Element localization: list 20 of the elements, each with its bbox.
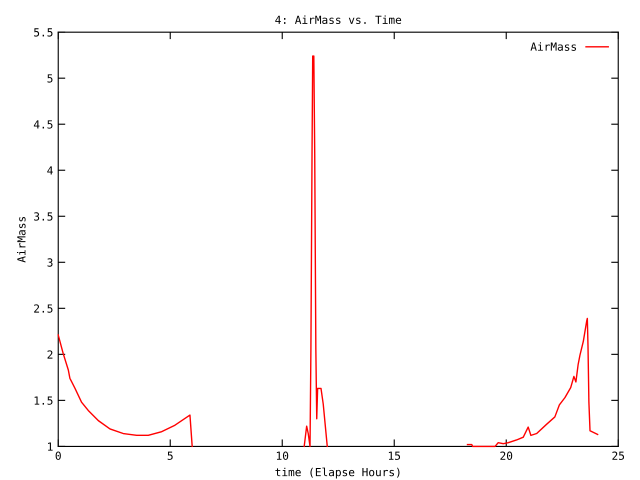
y-tick-label: 2.5	[34, 304, 52, 313]
x-tick-label: 0	[56, 452, 61, 460]
y-tick-label: 3	[47, 258, 53, 267]
legend-label: AirMass	[530, 42, 576, 51]
x-tick-label: 10	[276, 452, 288, 460]
x-tick-label: 15	[388, 452, 400, 460]
x-tick-label: 25	[612, 452, 624, 460]
x-tick-label: 5	[168, 452, 173, 460]
y-tick-label: 3.5	[34, 212, 52, 221]
x-axis-title: time (Elapse Hours)	[275, 468, 400, 478]
x-tick-label: 20	[500, 452, 512, 460]
y-tick-label: 5	[47, 74, 52, 83]
chart-title: 4: AirMass vs. Time	[275, 15, 402, 24]
y-tick-label: 5.5	[34, 28, 52, 37]
y-tick-label: 1	[48, 442, 53, 451]
y-tick-label: 4.5	[34, 120, 52, 129]
y-axis-title: AirMass	[17, 216, 26, 262]
y-tick-label: 1.5	[34, 396, 52, 405]
y-tick-label: 4	[47, 166, 53, 174]
y-tick-label: 2	[48, 350, 52, 359]
